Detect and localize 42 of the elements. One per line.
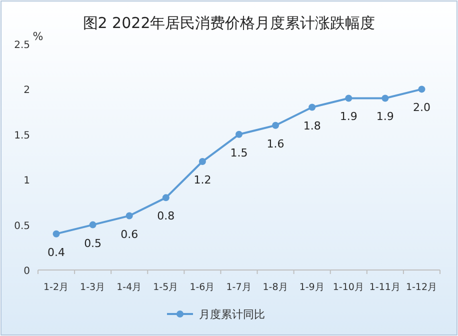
point bbox=[52, 230, 60, 238]
x-tick-label: 1-6月 bbox=[190, 282, 216, 293]
point bbox=[198, 158, 206, 166]
point bbox=[272, 122, 280, 129]
data-label: 0.4 bbox=[48, 246, 66, 259]
point bbox=[382, 94, 389, 102]
point bbox=[308, 104, 316, 111]
point bbox=[89, 221, 96, 228]
x-tick-label: 1-11月 bbox=[369, 282, 401, 293]
x-tick-label: 1-5月 bbox=[153, 282, 179, 293]
point bbox=[162, 194, 170, 202]
point bbox=[126, 212, 133, 220]
y-tick-label: 2.5 bbox=[14, 40, 30, 51]
data-label: 1.9 bbox=[376, 110, 394, 124]
x-tick-label: 1-3月 bbox=[80, 282, 106, 293]
y-tick-label: 1.5 bbox=[14, 130, 30, 142]
point bbox=[236, 130, 242, 138]
data-label: 1.8 bbox=[303, 119, 321, 132]
data-label: 0.6 bbox=[120, 228, 138, 241]
y-tick-label: 0 bbox=[24, 266, 30, 277]
x-tick-label: 1-8月 bbox=[262, 282, 288, 293]
data-label: 1.2 bbox=[194, 174, 212, 187]
data-label: 1.6 bbox=[266, 137, 284, 150]
data-label: 1.5 bbox=[230, 146, 248, 160]
x-tick-label: 1-4月 bbox=[116, 282, 142, 293]
x-tick-label: 1-7月 bbox=[226, 282, 252, 293]
legend-label: 月度累计同比 bbox=[199, 308, 265, 321]
x-tick-label: 1-2月 bbox=[44, 282, 70, 293]
data-label: 1.9 bbox=[340, 110, 358, 124]
data-label: 2.0 bbox=[412, 101, 430, 114]
data-label: 0.5 bbox=[84, 236, 102, 250]
y-tick-label: 0.5 bbox=[14, 220, 30, 232]
x-tick-label: 1-9月 bbox=[299, 282, 325, 293]
y-tick-label: 2 bbox=[24, 85, 30, 96]
chart-title: 图2 2022年居民消费价格月度累计涨跌幅度 bbox=[82, 14, 376, 32]
point bbox=[345, 94, 352, 102]
point bbox=[418, 86, 426, 93]
x-tick-label: 1-12月 bbox=[406, 282, 438, 293]
y-axis-title: % bbox=[32, 30, 44, 43]
y-tick-label: 1 bbox=[24, 176, 30, 187]
x-tick-label: 1-10月 bbox=[332, 282, 364, 293]
data-label: 0.8 bbox=[157, 210, 175, 223]
